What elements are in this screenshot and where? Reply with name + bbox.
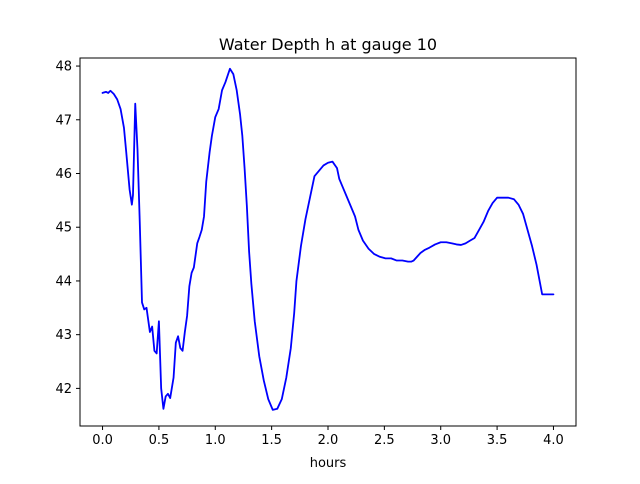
y-tick-label: 45 <box>55 221 72 236</box>
y-tick-label: 48 <box>55 60 72 75</box>
x-tick-label: 2.5 <box>374 433 395 448</box>
y-axis-ticks: 42 43 44 45 46 47 48 <box>55 60 80 397</box>
y-tick-label: 44 <box>55 274 72 289</box>
chart-title: Water Depth h at gauge 10 <box>219 35 437 54</box>
x-tick-label: 0.5 <box>149 433 170 448</box>
x-tick-label: 0.0 <box>92 433 113 448</box>
x-tick-label: 3.0 <box>430 433 451 448</box>
y-tick-label: 42 <box>55 382 72 397</box>
x-tick-label: 2.0 <box>318 433 339 448</box>
x-tick-label: 3.5 <box>487 433 508 448</box>
x-tick-label: 1.5 <box>261 433 282 448</box>
x-axis-label: hours <box>310 456 347 471</box>
series-line <box>101 67 555 411</box>
x-tick-label: 1.0 <box>205 433 226 448</box>
x-tick-label: 4.0 <box>543 433 564 448</box>
y-tick-label: 47 <box>55 113 72 128</box>
y-tick-label: 43 <box>55 328 72 343</box>
y-tick-label: 46 <box>55 167 72 182</box>
x-axis-ticks: 0.0 0.5 1.0 1.5 2.0 2.5 3.0 3.5 4.0 <box>92 426 564 448</box>
plot-frame <box>79 57 577 427</box>
